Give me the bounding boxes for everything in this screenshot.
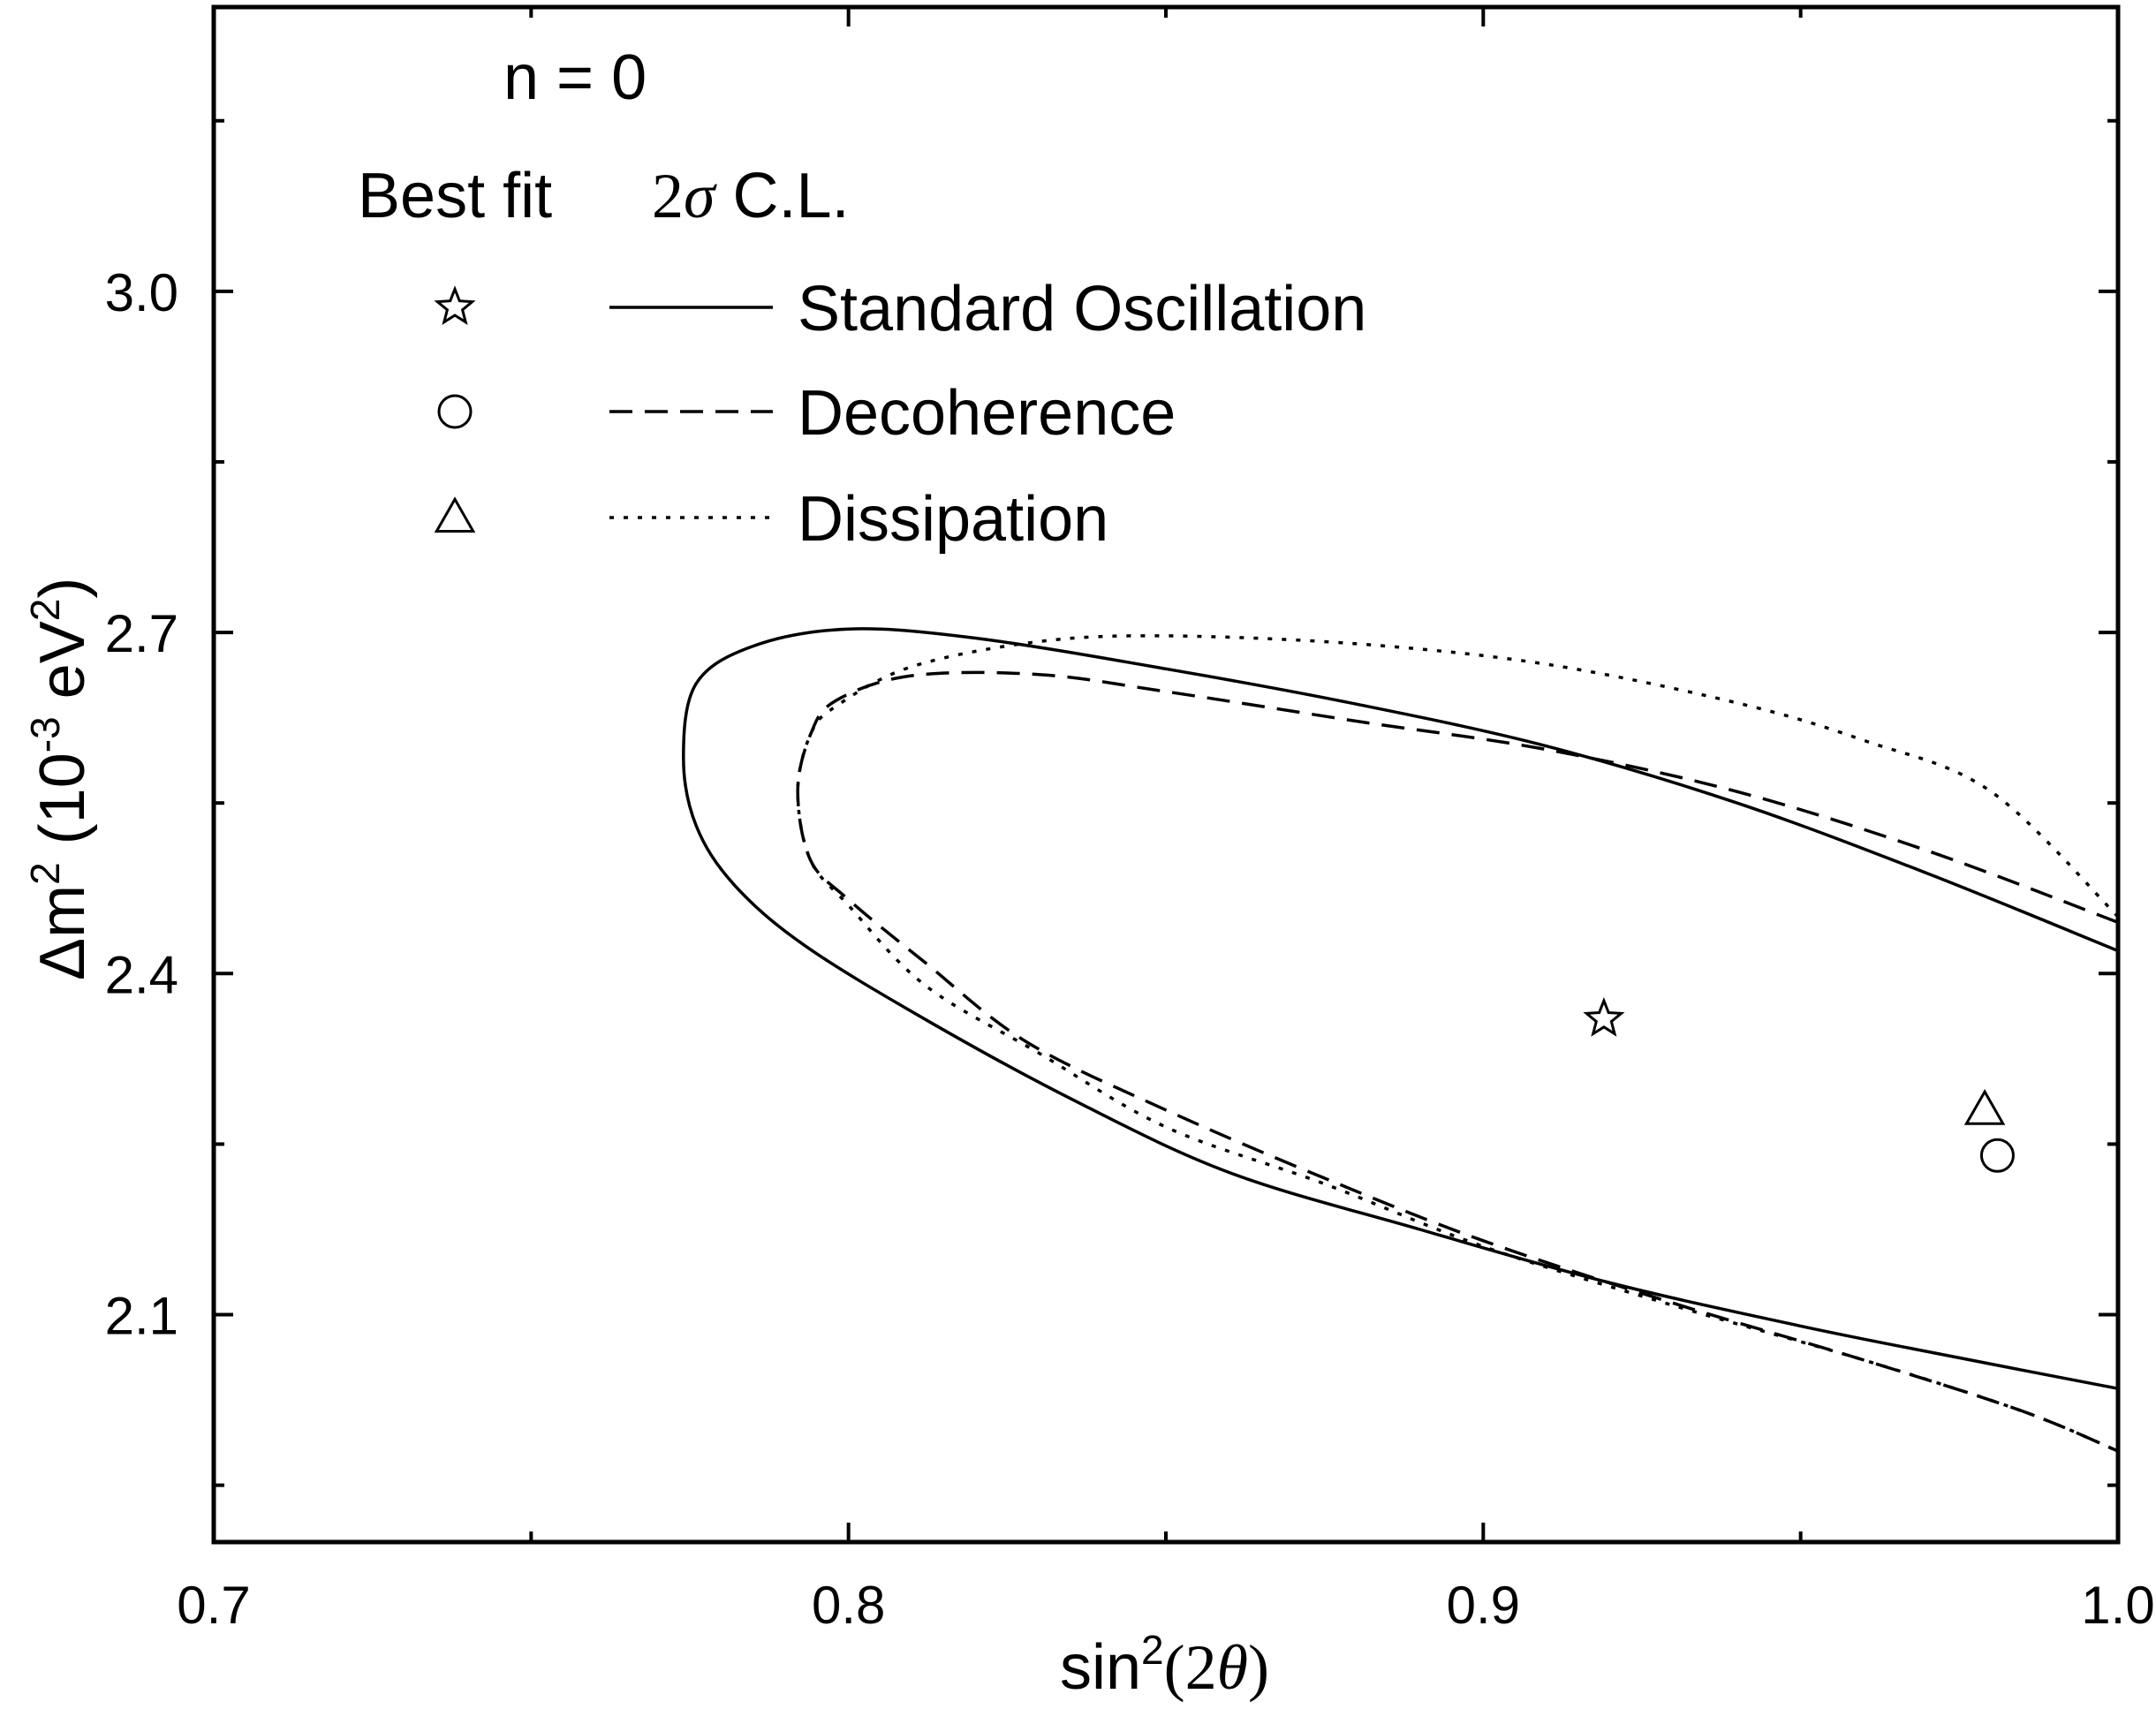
axis-ticks (212, 7, 2120, 1542)
series-decoherence (796, 670, 2119, 1453)
y-axis-title: Δm2 (10-3 eV2) (22, 578, 98, 980)
x-axis-title: sin2(2θ) (1060, 1627, 1269, 1703)
x-title-number: 2 (1185, 1632, 1217, 1703)
y-title-mid2: eV (27, 621, 98, 716)
best-fit-points (1583, 997, 2015, 1173)
y-tick-label: 2.7 (105, 604, 178, 663)
x-title-prefix: sin (1060, 1632, 1141, 1703)
sigma-symbol: σ (684, 161, 717, 231)
x-title-sup: 2 (1141, 1627, 1164, 1673)
legend-label-dissipation: Dissipation (798, 484, 1108, 555)
y-tick-label: 2.1 (105, 1287, 178, 1346)
legend: Best fit 2σ C.L. Standard Oscillation Dec… (358, 161, 1366, 555)
x-tick-label: 0.8 (812, 1576, 885, 1635)
legend-label-standard-oscillation: Standard Oscillation (798, 274, 1366, 344)
y-title-sup1: 2 (22, 862, 68, 885)
y-title-sup3: 2 (22, 599, 68, 622)
axis-tick-labels: 0.7 0.8 0.9 1.0 2.1 2.4 2.7 3.0 (105, 263, 2155, 1635)
legend-header-best-fit: Best fit (358, 161, 552, 231)
legend-circle-icon (437, 394, 473, 429)
y-tick-label: 3.0 (105, 263, 178, 322)
y-tick-label: 2.4 (105, 945, 178, 1004)
legend-entries: Standard Oscillation Decoherence Dissipati… (434, 274, 1366, 555)
x-tick-label: 0.9 (1447, 1576, 1520, 1635)
legend-star-icon (434, 285, 476, 325)
x-tick-label: 0.7 (177, 1576, 250, 1635)
legend-triangle-icon (434, 496, 476, 533)
n-annotation: n = 0 (503, 42, 647, 113)
cl-text: C.L. (715, 161, 850, 231)
legend-header-confidence-level: 2σ C.L. (652, 161, 850, 231)
series-layer (682, 627, 2120, 1453)
x-tick-label: 1.0 (2081, 1576, 2154, 1635)
best-fit-circle-marker (1979, 1138, 2015, 1173)
legend-label-decoherence: Decoherence (798, 378, 1176, 449)
y-title-mid: (10 (27, 752, 98, 862)
series-standard-oscillation (682, 627, 2119, 1390)
x-title-paren-open: ( (1164, 1632, 1185, 1703)
y-title-prefix: Δm (27, 885, 98, 980)
theta-symbol: θ (1217, 1632, 1248, 1703)
cl-number: 2 (652, 161, 684, 231)
y-title-close: ) (27, 578, 98, 599)
best-fit-triangle-marker (1963, 1089, 2006, 1125)
x-title-paren-close: ) (1248, 1632, 1269, 1703)
best-fit-star-marker (1583, 997, 1625, 1037)
y-title-sup2: -3 (22, 716, 68, 752)
